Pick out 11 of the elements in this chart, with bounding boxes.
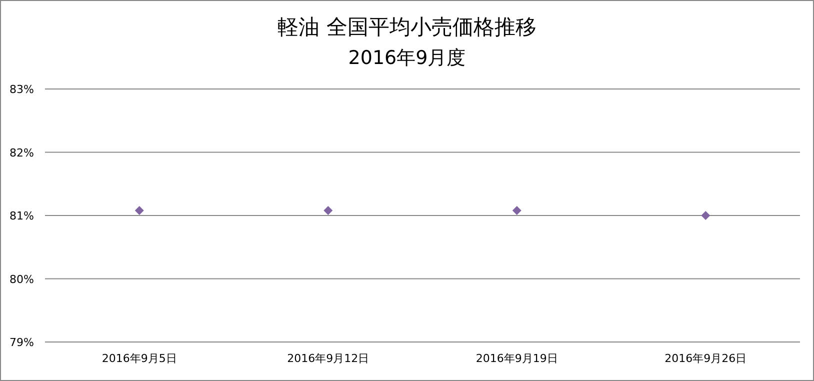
y-tick-label: 80% [10, 272, 34, 286]
chart-subtitle: 2016年9月度 [348, 47, 466, 69]
y-tick-label: 81% [10, 210, 34, 222]
chart-title: 軽油 全国平均小売価格推移 [278, 15, 536, 39]
x-tick-label: 2016年9月5日 [102, 352, 177, 365]
x-tick-label: 2016年9月12日 [287, 352, 370, 365]
x-tick-label: 2016年9月19日 [476, 352, 558, 365]
y-tick-label: 83% [10, 83, 34, 96]
x-tick-label: 2016年9月26日 [664, 352, 747, 365]
y-tick-label: 79% [10, 336, 34, 349]
y-tick-label: 82% [10, 146, 34, 160]
